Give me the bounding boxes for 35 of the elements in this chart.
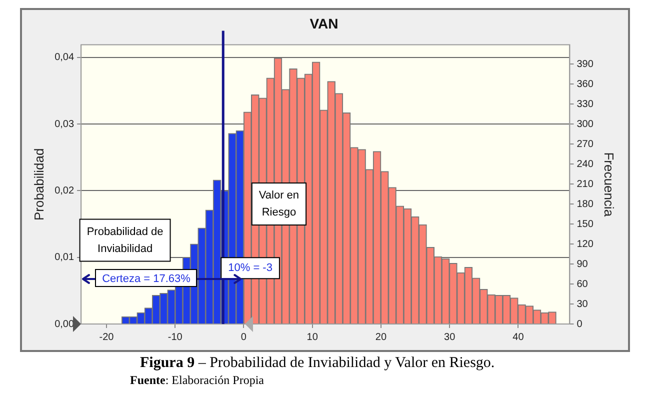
y-tick-label: 0,00 (54, 318, 74, 330)
y2-tick-label: 390 (576, 58, 594, 70)
y2-tick-label: 0 (576, 318, 583, 330)
y-tick-label: 0,03 (54, 118, 74, 130)
y-tick-label: 0,04 (54, 52, 74, 64)
x-tick-label: -20 (99, 332, 114, 343)
y2-axis-title: Frecuencia (602, 152, 617, 218)
x-tick-label: -10 (168, 332, 183, 343)
x-tick-label: 10 (306, 332, 318, 343)
y-tick-label: 0,01 (54, 252, 74, 264)
y2-tick-label: 300 (576, 118, 594, 130)
y2-tick-label: 60 (576, 278, 588, 290)
annotation: Certeza = 17.63% (95, 268, 198, 287)
x-tick-label: 0 (240, 332, 247, 343)
annotation: Probabilidad de Inviabilidad (86, 226, 164, 255)
y2-tick-label: 270 (576, 138, 594, 150)
y2-tick-label: 180 (576, 198, 594, 210)
x-tick-label: 40 (512, 332, 524, 343)
source-note: Fuente: Elaboración Propia (130, 373, 264, 387)
y2-tick-label: 90 (576, 258, 588, 270)
y2-tick-label: 210 (576, 178, 594, 190)
y2-tick-label: 120 (576, 238, 594, 250)
x-tick-label: 30 (444, 332, 456, 343)
x-tick-label: 20 (375, 332, 387, 343)
text: Figura 9 – Probabilidad de Inviabilidad y Valor en Riesgo. (140, 355, 495, 371)
y2-tick-label: 360 (576, 78, 594, 90)
chart-title: VAN (310, 15, 338, 32)
annotation: Valor en Riesgo (258, 189, 300, 218)
y-tick-label: 0,02 (54, 185, 74, 196)
y2-tick-label: 30 (576, 298, 588, 310)
y-axis-title: Probabilidad (31, 148, 46, 221)
y2-tick-label: 240 (576, 158, 594, 170)
ref-line-label: 10% = -3 (228, 262, 272, 274)
y2-tick-label: 150 (576, 218, 594, 230)
y2-tick-label: 330 (576, 98, 594, 110)
